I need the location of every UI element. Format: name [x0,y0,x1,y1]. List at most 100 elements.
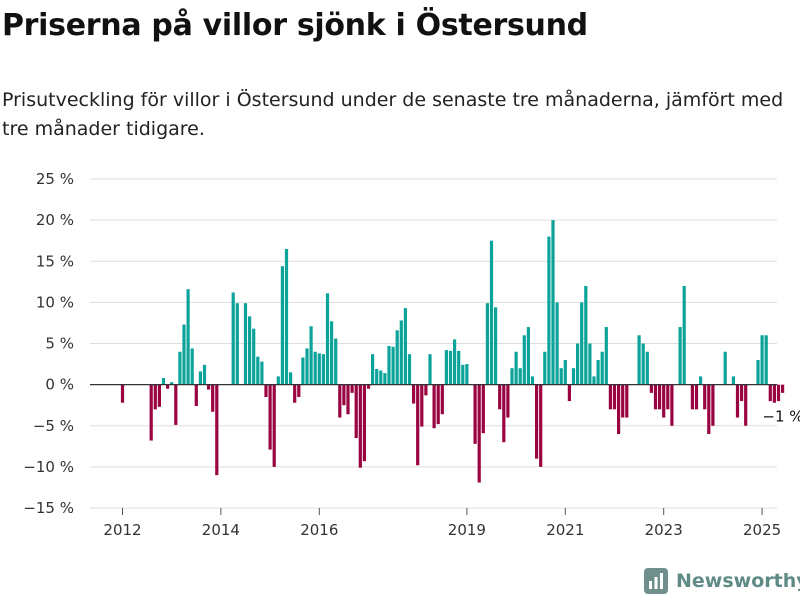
bar [588,343,592,385]
bar [330,321,334,385]
bar [489,240,494,385]
bar [731,376,735,385]
bar [457,350,461,385]
bar [502,384,506,443]
bar [617,384,621,434]
bar [153,384,157,410]
value-annotation: −1 % [762,408,800,426]
bar [354,384,358,439]
bar [207,384,211,390]
bar [202,364,207,385]
x-tick-label: 2025 [743,521,781,539]
bar [535,384,539,459]
bar [699,376,703,385]
bar [198,371,202,385]
bar [170,382,174,385]
bar [174,384,178,425]
bar [301,357,305,385]
bar [338,384,342,418]
bar [280,266,284,385]
x-tick-label: 2021 [546,521,584,539]
bar [416,384,420,466]
bar [580,302,584,385]
bar [268,384,272,450]
bar [252,328,256,385]
bar [276,376,280,385]
bar [166,384,170,389]
bar [522,335,526,385]
bar [510,368,514,385]
bar [403,308,407,385]
bar [293,384,297,403]
bar [248,316,252,385]
bar [407,354,412,385]
newsworthy-logo-text: Newsworthy [676,570,800,592]
x-tick-label: 2016 [300,521,338,539]
bar [309,326,313,385]
bar [157,384,161,407]
bar [182,324,186,385]
bar [567,384,571,402]
bar [383,373,387,385]
y-tick-label: 5 % [45,335,74,353]
bar [592,376,596,385]
bar [465,364,469,385]
bar [211,384,215,412]
bar [735,384,740,418]
bar [776,384,781,402]
bar [649,384,653,393]
bar [772,384,776,403]
bar [313,351,317,385]
x-tick-label: 2012 [103,521,141,539]
bar [440,384,444,415]
bar [387,345,391,385]
newsworthy-logo: Newsworthy [644,568,800,594]
y-tick-label: 20 % [36,211,74,229]
newsworthy-logo-icon [644,568,668,594]
bar [506,384,510,418]
bar [678,327,682,385]
bar [662,384,666,418]
bar [526,327,530,385]
y-tick-label: 25 % [36,170,74,188]
bar [744,384,748,426]
bar [690,384,694,410]
bar [375,369,379,385]
y-tick-label: −5 % [33,417,74,435]
bar [366,384,371,389]
bar [264,384,268,397]
bar [161,378,166,385]
bar [317,353,321,385]
bar [658,384,662,410]
bar [289,372,293,385]
bar [641,343,645,385]
bar [334,338,338,385]
bar [740,384,744,402]
bar [621,384,625,418]
bar [432,384,436,429]
bar [444,350,448,385]
bar [637,335,641,385]
bar [781,384,785,393]
bar [235,303,239,385]
bar [379,370,383,385]
bar [297,384,301,397]
bar [243,303,248,385]
bar [215,384,219,476]
bar [559,368,563,385]
bar [284,248,289,385]
bar [350,384,354,393]
bar [551,220,555,385]
bar [178,351,182,385]
x-tick-label: 2019 [448,521,486,539]
bar [653,384,658,410]
y-tick-label: 10 % [36,293,74,311]
bar [608,384,612,410]
bar [571,368,576,385]
bar [272,384,276,467]
bar [764,335,768,385]
y-tick-label: −15 % [23,499,74,517]
bar [260,361,264,385]
bar [485,303,489,385]
